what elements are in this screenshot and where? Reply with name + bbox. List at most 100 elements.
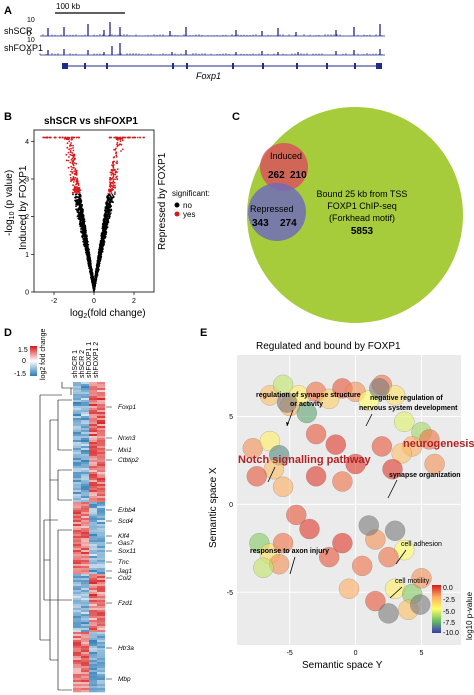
heatmap-cell [81, 610, 89, 613]
heatmap-cell [81, 608, 89, 611]
volcano-point [87, 252, 90, 255]
heatmap-cell [81, 484, 89, 487]
volcano-point [119, 136, 122, 139]
heatmap-cell [89, 584, 97, 587]
heatmap-cell [73, 686, 81, 689]
panel-a: A 100 kb shSCR 10 0 shFOXP1 10 0 Foxp1 [4, 2, 385, 81]
heatmap-cell [97, 570, 105, 573]
heatmap-cell [81, 580, 89, 583]
heatmap-cell [89, 588, 97, 591]
heatmap-cell [81, 418, 89, 421]
heatmap-cell [97, 582, 105, 585]
heatmap-col-label: shFOXP1 1 [86, 342, 93, 378]
volcano-point [97, 267, 99, 269]
volcano-point [71, 162, 74, 165]
heatmap-cell [73, 564, 81, 567]
heatmap-cell [89, 574, 97, 577]
heatmap-cell [73, 506, 81, 509]
volcano-point [65, 138, 68, 141]
volcano-point [106, 211, 109, 213]
heatmap-cell [73, 448, 81, 451]
volcano-point [70, 136, 73, 139]
volcano-point [75, 195, 78, 198]
volcano-point [98, 253, 100, 256]
volcano-point [100, 243, 103, 246]
volcano-point [65, 153, 68, 156]
heatmap-cell [73, 414, 81, 417]
semantic-colorbar: 0.0 -2.5 -5.0 -7.5 -10.0 log10 p-value [432, 585, 474, 640]
heatmap-cell [89, 390, 97, 393]
colorbar-title: log10 p-value [465, 591, 474, 640]
x-tick-label: 0 [354, 650, 358, 657]
volcano-point [108, 214, 111, 216]
heatmap-cell [81, 560, 89, 563]
volcano-point [71, 152, 74, 154]
gene-label: Gas7 [118, 540, 134, 547]
heatmap-cell [97, 452, 105, 455]
heatmap-cell [97, 594, 105, 597]
heatmap-cell [73, 518, 81, 521]
volcano-points [42, 136, 146, 293]
volcano-point [110, 205, 112, 208]
volcano-point [72, 184, 74, 187]
heatmap-cell [89, 638, 97, 641]
heatmap-cell [73, 606, 81, 609]
heatmap-cell [89, 582, 97, 585]
heatmap-cell [89, 428, 97, 431]
heatmap-cell [81, 664, 89, 667]
heatmap-cell [89, 400, 97, 403]
volcano-point [106, 201, 109, 204]
venn-chip-line2: FOXP1 ChIP-seq [327, 201, 397, 211]
heatmap-cell [81, 644, 89, 647]
heatmap-cell [81, 508, 89, 511]
heatmap-cell [89, 522, 97, 525]
heatmap-cell [97, 392, 105, 395]
heatmap-cell [81, 630, 89, 633]
heatmap-cell [89, 666, 97, 669]
heatmap-cell [81, 392, 89, 395]
heatmap-cell [97, 388, 105, 391]
volcano-point [103, 221, 105, 224]
heatmap-col-label: shSCR 1 [72, 350, 79, 378]
heatmap-cell [97, 476, 105, 479]
volcano-point [110, 198, 113, 201]
heatmap-cell [89, 478, 97, 481]
heatmap-cell [97, 420, 105, 423]
heatmap-cell [89, 592, 97, 595]
heatmap-cell [73, 590, 81, 593]
volcano-point [77, 209, 79, 212]
heatmap-cell [89, 394, 97, 397]
volcano-point [120, 150, 122, 152]
semantic-point [351, 555, 373, 577]
volcano-point [77, 190, 80, 193]
volcano-point [116, 178, 118, 180]
heatmap-cell [73, 594, 81, 597]
heatmap-cell [89, 566, 97, 569]
heatmap-cell [89, 604, 97, 607]
heatmap-cell [89, 418, 97, 421]
volcano-point [73, 153, 76, 156]
heatmap-cell [81, 596, 89, 599]
heatmap-cell [73, 402, 81, 405]
heatmap-cell [73, 416, 81, 419]
heatmap-cell [97, 536, 105, 539]
heatmap-cell [89, 494, 97, 497]
semantic-point [299, 518, 320, 540]
heatmap-cell [73, 470, 81, 473]
heatmap-cell [89, 458, 97, 461]
heatmap-cell [73, 610, 81, 613]
heatmap-cell [97, 560, 105, 563]
heatmap-cell [89, 384, 97, 387]
heatmap-cell [73, 614, 81, 617]
heatmap-cell [89, 528, 97, 531]
heatmap-cell [97, 626, 105, 629]
heatmap-cell [89, 538, 97, 541]
volcano-point [111, 172, 114, 175]
colorbar-tick: -5.0 [443, 609, 455, 616]
volcano-point [93, 291, 95, 293]
heatmap-cell [89, 432, 97, 435]
y-tick-label: 1 [25, 252, 29, 259]
heatmap-cell [81, 396, 89, 399]
heatmap-cell [81, 562, 89, 565]
heatmap-cell [81, 454, 89, 457]
